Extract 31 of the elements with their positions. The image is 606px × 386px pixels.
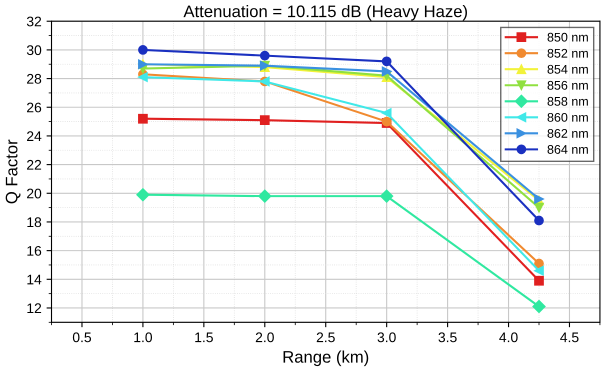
x-tick-label: 3.5 (438, 332, 457, 342)
y-tick-label: 12 (27, 303, 42, 314)
chart-title: Attenuation = 10.115 dB (Heavy Haze) (183, 4, 467, 21)
legend-label: 854 nm (548, 64, 588, 74)
y-tick-label: 32 (26, 16, 42, 26)
x-tick-label: 1.0 (134, 332, 152, 342)
x-axis-title: Range (km) (284, 350, 368, 366)
y-tick-label: 24 (27, 131, 42, 141)
legend-label: 860 nm (548, 112, 588, 122)
y-tick-label: 20 (27, 188, 42, 198)
x-tick-label: 2.5 (316, 332, 335, 342)
x-tick-label: 1.5 (195, 332, 213, 342)
x-tick-label: 2.0 (256, 332, 274, 342)
legend-label: 852 nm (548, 48, 588, 58)
x-tick-label: 3.0 (378, 332, 396, 342)
y-tick-label: 18 (27, 217, 42, 228)
y-tick-label: 14 (27, 274, 42, 284)
legend-label: 856 nm (548, 80, 588, 90)
legend-label: 850 nm (548, 32, 588, 42)
legend-label: 862 nm (548, 128, 588, 138)
y-tick-label: 16 (27, 246, 42, 256)
y-axis-title: Q Factor (6, 140, 20, 204)
y-tick-label: 26 (27, 102, 42, 112)
y-tick-label: 28 (27, 74, 42, 84)
y-tick-label: 22 (27, 160, 42, 170)
x-tick-label: 4.5 (560, 332, 579, 342)
x-tick-label: 0.5 (72, 332, 92, 342)
legend-label: 864 nm (548, 145, 588, 154)
legend-label: 858 nm (548, 96, 588, 106)
x-tick-label: 4.0 (499, 332, 518, 342)
y-tick-label: 30 (26, 45, 42, 56)
